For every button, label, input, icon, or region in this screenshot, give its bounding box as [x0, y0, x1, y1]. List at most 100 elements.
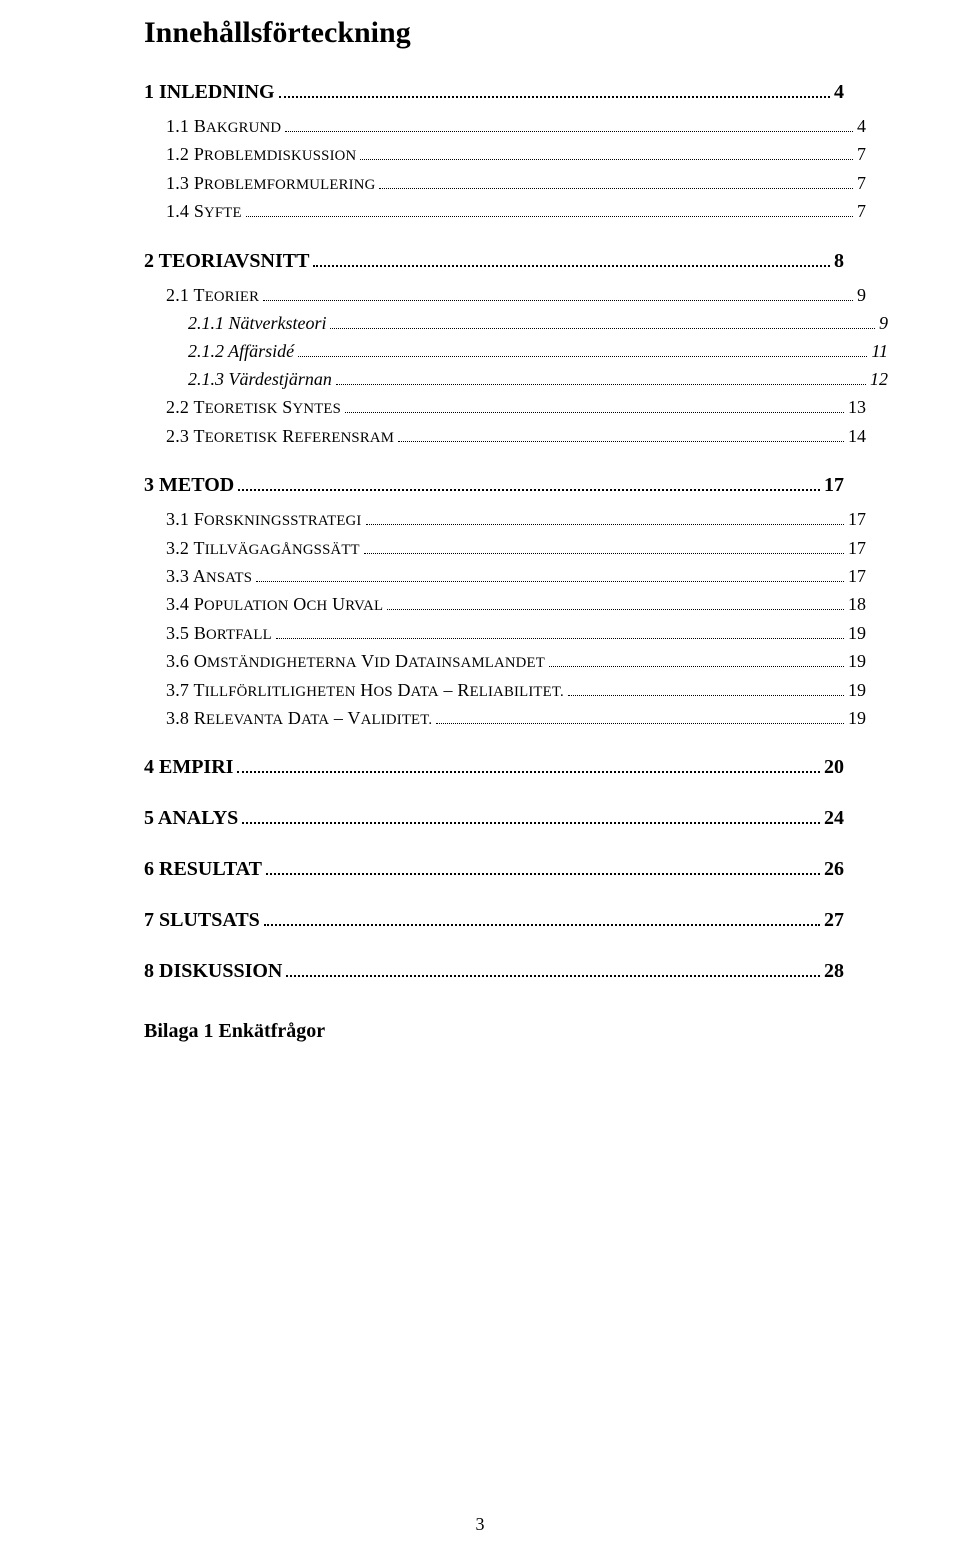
toc-page-number: 7	[857, 198, 866, 224]
toc-page-number: 28	[824, 957, 844, 986]
toc-page-number: 19	[848, 705, 866, 731]
toc-1-3-problemformulering: 1.3 PROBLEMFORMULERING 7	[166, 170, 866, 196]
toc-1-2-problemdiskussion: 1.2 PROBLEMDISKUSSION7	[166, 141, 866, 167]
toc-leader-dots	[313, 256, 830, 267]
toc-2-2-teoretisk-syntes: 2.2 TEORETISK SYNTES13	[166, 394, 866, 420]
toc-page-number: 11	[871, 338, 888, 364]
toc-page-number: 7	[857, 170, 866, 196]
toc-3-metod: 3 METOD 17	[144, 471, 844, 500]
toc-1-4-syfte: 1.4 SYFTE 7	[166, 198, 866, 224]
toc-label: 2.3 TEORETISK REFERENSRAM	[166, 423, 394, 449]
toc-1-inledning: 1 INLEDNING 4	[144, 78, 844, 107]
toc-label: 2.1.2 Affärsidé	[188, 338, 294, 364]
toc-3-7-tillforlitligheten: 3.7 TILLFÖRLITLIGHETEN HOS DATA – RELIAB…	[166, 677, 866, 703]
toc-label: 3.4 POPULATION OCH URVAL	[166, 591, 383, 617]
toc-label: 1.4 SYFTE	[166, 198, 242, 224]
toc-page-number: 27	[824, 906, 844, 935]
toc-page-number: 19	[848, 620, 866, 646]
toc-2-1-3-vardestjarnan: 2.1.3 Värdestjärnan 12	[188, 366, 888, 392]
toc-7-slutsats: 7 SLUTSATS 27	[144, 906, 844, 935]
toc-leader-dots	[264, 915, 820, 926]
toc-page-number: 12	[870, 366, 888, 392]
toc-label: 3.6 OMSTÄNDIGHETERNA VID DATAINSAMLANDET	[166, 648, 545, 674]
toc-page-number: 17	[824, 471, 844, 500]
toc-2-1-2-affarside: 2.1.2 Affärsidé 11	[188, 338, 888, 364]
toc-leader-dots	[276, 629, 844, 639]
toc-page-number: 4	[834, 78, 844, 107]
toc-page-number: 9	[879, 310, 888, 336]
toc-label: 2.1 TEORIER	[166, 282, 259, 308]
toc-page-number: 4	[857, 113, 866, 139]
toc-page-number: 18	[848, 591, 866, 617]
toc-3-5-bortfall: 3.5 BORTFALL 19	[166, 620, 866, 646]
toc-2-teoriavsnitt: 2 TEORIAVSNITT8	[144, 247, 844, 276]
toc-leader-dots	[436, 714, 844, 724]
toc-leader-dots	[387, 600, 844, 610]
toc-4-empiri: 4 EMPIRI 20	[144, 753, 844, 782]
toc-leader-dots	[266, 864, 820, 875]
toc-leader-dots	[366, 515, 845, 525]
toc-label: 2.1.3 Värdestjärnan	[188, 366, 332, 392]
toc-page-number: 7	[857, 141, 866, 167]
toc-2-1-teorier: 2.1 TEORIER 9	[166, 282, 866, 308]
toc-label: 3 METOD	[144, 471, 234, 500]
toc-page-number: 24	[824, 804, 844, 833]
page-number: 3	[0, 1514, 960, 1535]
appendix-line: Bilaga 1 Enkätfrågor	[144, 1020, 844, 1043]
toc-leader-dots	[237, 762, 820, 773]
toc-3-2-tillvagagangssatt: 3.2 TILLVÄGAGÅNGSSÄTT 17	[166, 535, 866, 561]
toc-label: 3.1 FORSKNINGSSTRATEGI	[166, 506, 362, 532]
toc-page-number: 19	[848, 677, 866, 703]
toc-leader-dots	[330, 319, 875, 329]
toc-leader-dots	[298, 347, 867, 357]
toc-2-3-teoretisk-referensram: 2.3 TEORETISK REFERENSRAM 14	[166, 423, 866, 449]
document-page: Innehållsförteckning 1 INLEDNING41.1 BAK…	[0, 0, 960, 1563]
toc-label: 3.8 RELEVANTA DATA – VALIDITET.	[166, 705, 432, 731]
toc-1-1-bakgrund: 1.1 BAKGRUND 4	[166, 113, 866, 139]
toc-label: 3.7 TILLFÖRLITLIGHETEN HOS DATA – RELIAB…	[166, 677, 564, 703]
toc-label: 2 TEORIAVSNITT	[144, 247, 309, 276]
toc-3-6-omstandigheterna: 3.6 OMSTÄNDIGHETERNA VID DATAINSAMLANDET…	[166, 648, 866, 674]
toc-leader-dots	[242, 813, 820, 824]
toc-label: 2.2 TEORETISK SYNTES	[166, 394, 341, 420]
toc-label: 3.2 TILLVÄGAGÅNGSSÄTT	[166, 535, 360, 561]
toc-3-1-forskningsstrategi: 3.1 FORSKNINGSSTRATEGI 17	[166, 506, 866, 532]
toc-label: 7 SLUTSATS	[144, 906, 260, 935]
toc-6-resultat: 6 RESULTAT 26	[144, 855, 844, 884]
toc-label: 3.5 BORTFALL	[166, 620, 272, 646]
toc-2-1-1-natverksteori: 2.1.1 Nätverksteori9	[188, 310, 888, 336]
toc-page-number: 17	[848, 506, 866, 532]
toc-leader-dots	[360, 151, 853, 161]
toc-leader-dots	[398, 432, 844, 442]
toc-page-number: 19	[848, 648, 866, 674]
toc-3-8-relevanta-data: 3.8 RELEVANTA DATA – VALIDITET. 19	[166, 705, 866, 731]
toc-leader-dots	[345, 403, 844, 413]
toc-label: 1 INLEDNING	[144, 78, 275, 107]
toc-leader-dots	[285, 122, 853, 132]
toc-label: 1.3 PROBLEMFORMULERING	[166, 170, 375, 196]
toc-leader-dots	[279, 87, 830, 98]
toc-label: 6 RESULTAT	[144, 855, 262, 884]
toc-label: 4 EMPIRI	[144, 753, 233, 782]
toc-leader-dots	[263, 291, 853, 301]
toc-3-3-ansats: 3.3 ANSATS 17	[166, 563, 866, 589]
toc-page-number: 14	[848, 423, 866, 449]
toc-leader-dots	[568, 686, 844, 696]
toc-page-number: 26	[824, 855, 844, 884]
toc-leader-dots	[549, 657, 844, 667]
toc-label: 3.3 ANSATS	[166, 563, 252, 589]
toc-leader-dots	[364, 544, 844, 554]
toc-page-number: 17	[848, 563, 866, 589]
toc-page-number: 20	[824, 753, 844, 782]
toc-page-number: 17	[848, 535, 866, 561]
toc-3-4-population-och-urval: 3.4 POPULATION OCH URVAL 18	[166, 591, 866, 617]
toc-leader-dots	[286, 966, 820, 977]
toc-page-number: 9	[857, 282, 866, 308]
toc-leader-dots	[256, 572, 844, 582]
toc-leader-dots	[379, 179, 853, 189]
toc-leader-dots	[238, 480, 820, 491]
toc-8-diskussion: 8 DISKUSSION 28	[144, 957, 844, 986]
toc-label: 8 DISKUSSION	[144, 957, 282, 986]
toc-label: 1.1 BAKGRUND	[166, 113, 281, 139]
toc-5-analys: 5 ANALYS24	[144, 804, 844, 833]
